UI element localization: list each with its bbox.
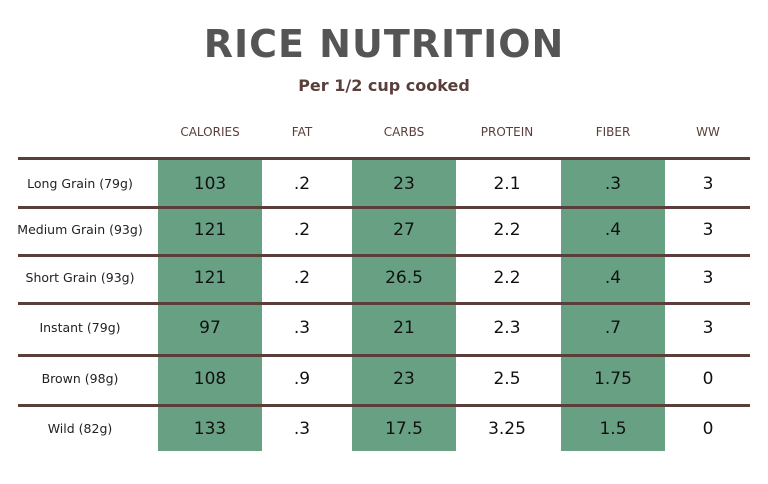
table-cell: 21 (393, 318, 415, 338)
table-cell: 103 (193, 174, 227, 194)
table-cell: 0 (702, 419, 714, 439)
column-header: FIBER (595, 125, 631, 139)
table-cell: 3.25 (488, 419, 526, 439)
table-cell: 2.5 (493, 369, 521, 389)
table-cell: 2.2 (493, 268, 521, 288)
row-label: Medium Grain (93g) (17, 222, 143, 237)
table-cell: .2 (293, 220, 311, 240)
row-divider (18, 206, 750, 209)
table-cell: .9 (293, 369, 311, 389)
table-cell: .4 (604, 220, 622, 240)
table-cell: 26.5 (385, 268, 423, 288)
row-label: Instant (79g) (39, 320, 121, 335)
table-cell: 97 (199, 318, 221, 338)
column-header: CARBS (383, 125, 425, 139)
column-header: FAT (291, 125, 313, 139)
row-divider (18, 157, 750, 160)
table-cell: 3 (702, 318, 714, 338)
table-cell: 17.5 (385, 419, 423, 439)
table-cell: .2 (293, 268, 311, 288)
column-header: CALORIES (180, 125, 240, 139)
table-cell: 23 (393, 369, 415, 389)
table-cell: 3 (702, 174, 714, 194)
column-header: PROTEIN (480, 125, 534, 139)
table-cell: .4 (604, 268, 622, 288)
table-cell: 23 (393, 174, 415, 194)
table-cell: .3 (293, 419, 311, 439)
table-cell: 108 (193, 369, 227, 389)
page-title: RICE NUTRITION (203, 22, 565, 66)
row-divider (18, 254, 750, 257)
table-cell: .3 (293, 318, 311, 338)
table-cell: 1.75 (594, 369, 632, 389)
row-divider (18, 354, 750, 357)
column-header: WW (696, 125, 720, 139)
table-cell: 133 (193, 419, 227, 439)
table-cell: 2.1 (493, 174, 521, 194)
subtitle: Per 1/2 cup cooked (298, 76, 470, 95)
table-cell: 0 (702, 369, 714, 389)
table-cell: 3 (702, 220, 714, 240)
table-cell: 2.2 (493, 220, 521, 240)
table-cell: 121 (193, 220, 227, 240)
table-cell: .7 (604, 318, 622, 338)
table-cell: 3 (702, 268, 714, 288)
row-label: Long Grain (79g) (27, 176, 133, 191)
table-cell: .3 (604, 174, 622, 194)
row-divider (18, 302, 750, 305)
row-divider (18, 404, 750, 407)
row-label: Short Grain (93g) (25, 270, 135, 285)
row-label: Brown (98g) (41, 371, 119, 386)
table-cell: 27 (393, 220, 415, 240)
table-cell: .2 (293, 174, 311, 194)
row-label: Wild (82g) (47, 421, 113, 436)
table-cell: 121 (193, 268, 227, 288)
table-cell: 1.5 (599, 419, 627, 439)
table-cell: 2.3 (493, 318, 521, 338)
